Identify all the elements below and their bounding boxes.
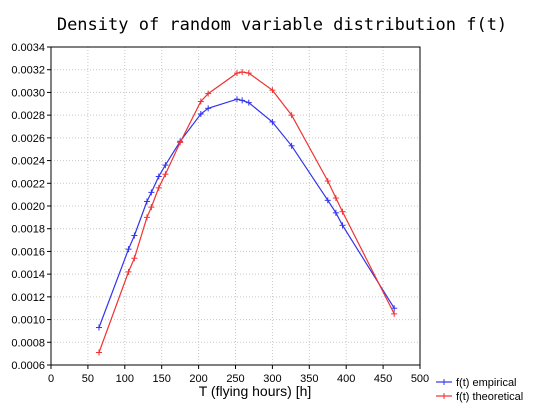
data-point-f-t-theoretical (332, 195, 339, 202)
y-tick-label: 0.0006 (11, 360, 45, 372)
x-axis-ticks: 0 50 100 150 200 250 300 350 400 450 500 (48, 365, 429, 385)
y-tick-label: 0.0034 (11, 42, 45, 54)
y-axis-ticks: 0.0006 0.0008 0.0010 0.0012 0.0014 0.0016 0.00… (11, 42, 51, 372)
y-tick-label: 0.0030 (11, 87, 45, 99)
data-point-f-t-theoretical (162, 171, 169, 178)
data-point-f-t-theoretical (95, 349, 102, 356)
data-point-f-t-empirical (131, 232, 138, 239)
x-tick-label: 150 (153, 373, 171, 385)
data-point-f-t-theoretical (245, 70, 252, 77)
x-tick-label: 0 (48, 373, 54, 385)
y-tick-label: 0.0012 (11, 292, 45, 304)
data-point-f-t-empirical (233, 96, 240, 103)
x-tick-label: 350 (300, 373, 318, 385)
legend-item: f(t) theoretical (436, 391, 523, 403)
data-point-f-t-theoretical (155, 184, 162, 191)
data-point-f-t-empirical (197, 111, 204, 118)
x-tick-label: 300 (263, 373, 281, 385)
grid (51, 47, 420, 365)
y-tick-label: 0.0024 (11, 156, 45, 168)
data-point-f-t-theoretical (197, 98, 204, 105)
data-point-f-t-empirical (162, 162, 169, 169)
data-point-f-t-empirical (239, 97, 246, 104)
data-point-f-t-theoretical (125, 268, 132, 275)
y-tick-label: 0.0016 (11, 246, 45, 258)
data-point-f-t-empirical (391, 305, 398, 312)
y-tick-label: 0.0028 (11, 110, 45, 122)
data-point-f-t-empirical (245, 99, 252, 106)
chart-title: Density of random variable distribution … (57, 15, 507, 35)
y-tick-label: 0.0026 (11, 133, 45, 145)
x-tick-label: 250 (226, 373, 244, 385)
data-point-f-t-empirical (148, 189, 155, 196)
y-tick-label: 0.0008 (11, 337, 45, 349)
x-axis-label: T (flying hours) [h] (199, 383, 312, 399)
data-point-f-t-theoretical (205, 90, 212, 97)
data-point-f-t-theoretical (391, 310, 398, 317)
y-tick-label: 0.0018 (11, 224, 45, 236)
series-line-f-t-empirical (98, 98, 395, 328)
legend-item: f(t) empirical (436, 377, 517, 389)
series-layer (95, 68, 398, 356)
legend: f(t) empirical f(t) theoretical (436, 377, 523, 403)
data-point-f-t-empirical (95, 324, 102, 331)
data-point-f-t-empirical (155, 173, 162, 180)
y-tick-label: 0.0010 (11, 315, 45, 327)
x-tick-label: 400 (337, 373, 355, 385)
y-tick-label: 0.0020 (11, 201, 45, 213)
legend-label: f(t) theoretical (456, 391, 523, 403)
data-point-f-t-empirical (288, 142, 295, 149)
legend-label: f(t) empirical (456, 377, 517, 389)
data-point-f-t-empirical (324, 197, 331, 204)
data-point-f-t-theoretical (233, 70, 240, 77)
data-point-f-t-theoretical (288, 112, 295, 119)
y-tick-label: 0.0032 (11, 65, 45, 77)
data-point-f-t-empirical (143, 198, 150, 205)
data-point-f-t-empirical (269, 118, 276, 125)
data-point-f-t-empirical (205, 105, 212, 112)
x-tick-label: 200 (189, 373, 207, 385)
data-point-f-t-empirical (339, 222, 346, 229)
y-tick-label: 0.0022 (11, 178, 45, 190)
data-point-f-t-theoretical (148, 204, 155, 211)
x-tick-label: 500 (411, 373, 429, 385)
x-tick-label: 450 (374, 373, 392, 385)
data-point-f-t-theoretical (131, 255, 138, 262)
data-point-f-t-theoretical (269, 87, 276, 94)
data-point-f-t-empirical (332, 209, 339, 216)
y-tick-label: 0.0014 (11, 269, 45, 281)
data-point-f-t-theoretical (143, 214, 150, 221)
data-point-f-t-theoretical (239, 68, 246, 75)
data-point-f-t-theoretical (177, 139, 184, 146)
x-tick-label: 50 (82, 373, 94, 385)
data-point-f-t-theoretical (324, 178, 331, 185)
x-tick-label: 100 (116, 373, 134, 385)
data-point-f-t-empirical (125, 246, 132, 253)
data-point-f-t-theoretical (339, 208, 346, 215)
